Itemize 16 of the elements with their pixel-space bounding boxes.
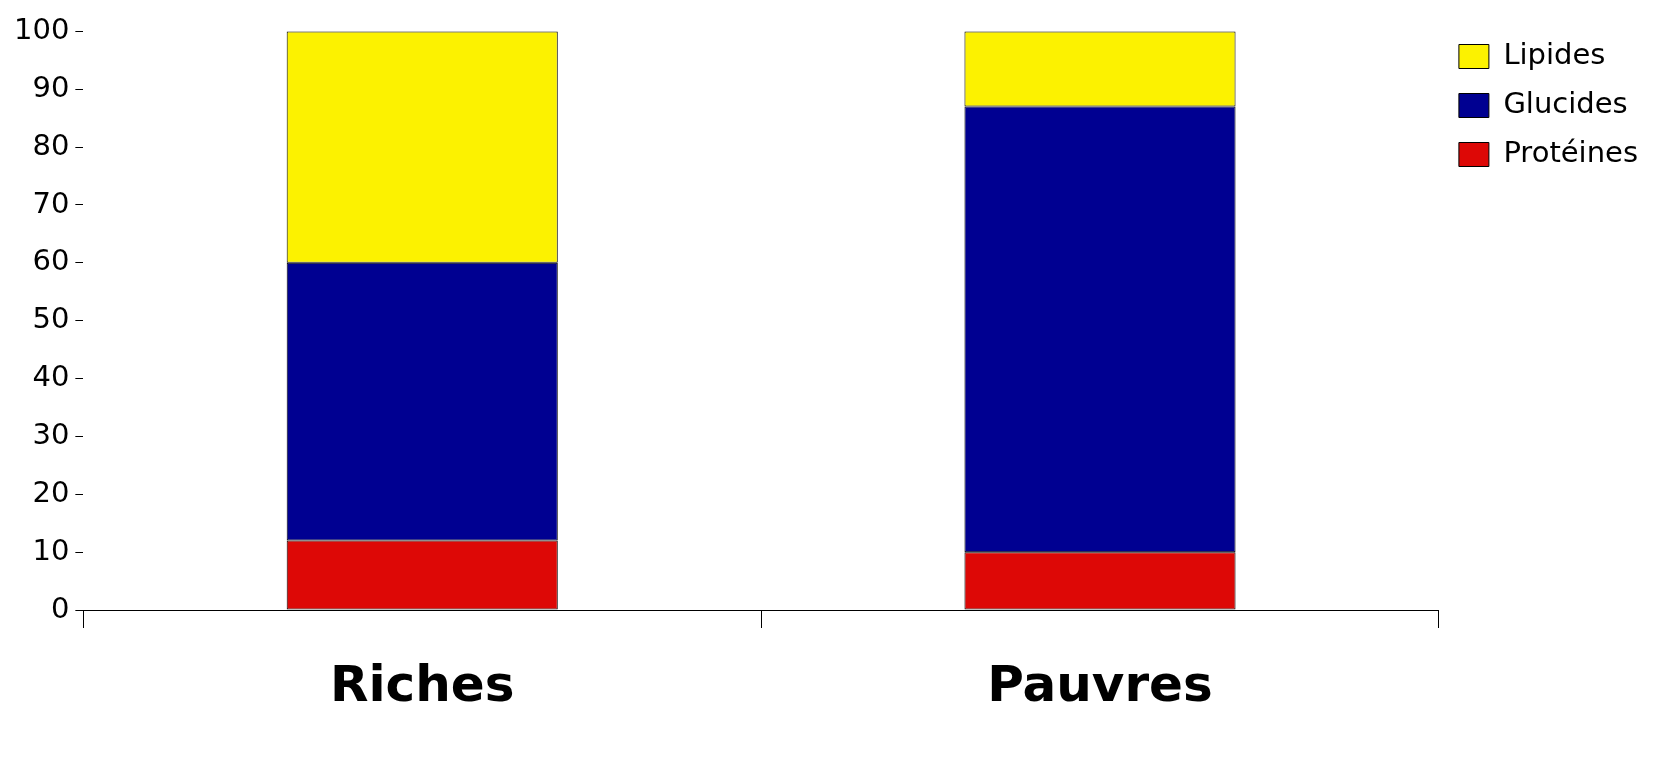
legend-label: Lipides [1503, 37, 1606, 72]
y-tick-label: 80 [32, 127, 70, 162]
y-tick-label: 70 [32, 185, 70, 220]
x-tick-label: Riches [329, 654, 515, 713]
y-tick-label: 100 [13, 11, 70, 46]
y-tick-label: 30 [32, 416, 70, 451]
x-tick-label: Pauvres [987, 654, 1213, 713]
y-tick-label: 90 [32, 69, 70, 104]
y-tick-label: 60 [32, 243, 70, 278]
y-tick-label: 50 [32, 301, 70, 336]
y-tick-label: 40 [32, 359, 70, 394]
y-tick-label: 0 [50, 590, 70, 625]
y-tick-label: 10 [32, 532, 70, 567]
y-tick-label: 20 [32, 474, 70, 509]
legend-label: Protéines [1503, 135, 1638, 170]
legend-label: Glucides [1503, 86, 1628, 121]
